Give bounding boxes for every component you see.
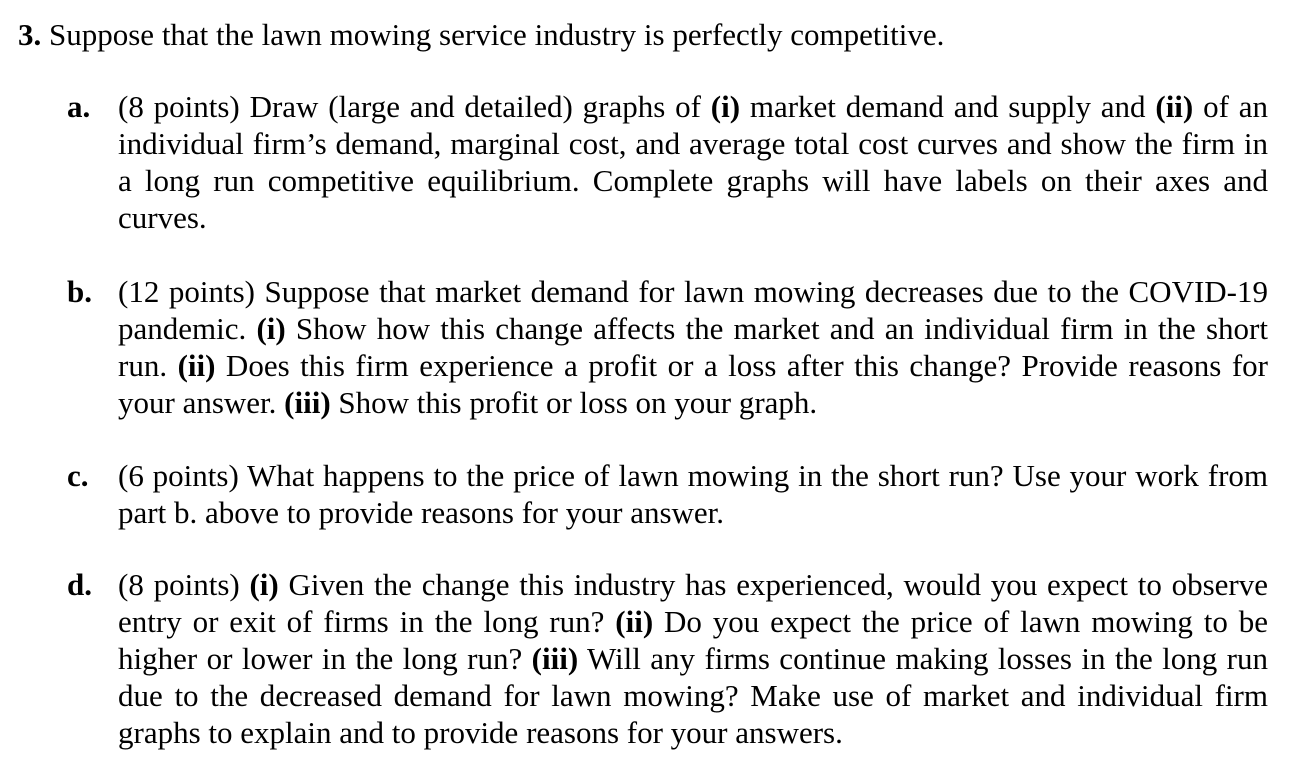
question-number: 3. <box>18 17 42 52</box>
text-segment: Does this firm experience a profit or a … <box>118 348 1268 420</box>
subpart-marker: (i) <box>256 311 286 346</box>
subpart-marker: (i) <box>249 567 279 602</box>
part-text: (8 points) (i) Given the change this ind… <box>118 566 1268 751</box>
text-segment: Given the change this industry has exper… <box>118 567 1269 639</box>
text-segment: (8 points) Draw (large and detailed) gra… <box>118 89 711 124</box>
subpart-marker: (iii) <box>531 641 579 676</box>
subpart-marker: (ii) <box>177 348 216 383</box>
text-segment: (12 points) Suppose that market demand f… <box>118 274 1268 346</box>
question-heading: 3. Suppose that the lawn mowing service … <box>18 14 944 56</box>
part-letter: b. <box>67 274 92 309</box>
text-segment: market demand and supply and <box>740 89 1156 124</box>
part-text: (8 points) Draw (large and detailed) gra… <box>118 88 1268 236</box>
subpart-marker: (ii) <box>615 604 654 639</box>
text-segment: Do you expect the price of lawn mowing t… <box>118 604 1268 676</box>
part-b: b. (12 points) Suppose that market deman… <box>67 273 1268 421</box>
part-letter: c. <box>67 458 89 493</box>
subpart-marker: (i) <box>710 89 741 124</box>
text-segment: Show how this change affects the market … <box>118 311 1268 383</box>
part-a: a. (8 points) Draw (large and detailed) … <box>67 88 1268 236</box>
subpart-marker: (ii) <box>1155 89 1194 124</box>
text-segment: Will any firms continue making losses in… <box>118 641 1268 750</box>
subpart-marker: (iii) <box>284 385 331 420</box>
text-segment: Show this profit or loss on your graph. <box>330 385 818 420</box>
text-segment: (8 points) <box>118 567 250 602</box>
part-text: (12 points) Suppose that market demand f… <box>118 273 1268 421</box>
part-d: d. (8 points) (i) Given the change this … <box>67 566 1268 751</box>
part-text: (6 points) What happens to the price of … <box>118 457 1268 531</box>
part-letter: d. <box>67 567 92 602</box>
text-segment: of an individual firm’s demand, marginal… <box>118 89 1268 235</box>
part-c: c. (6 points) What happens to the price … <box>67 457 1268 531</box>
text-segment: (6 points) What happens to the price of … <box>118 458 1268 530</box>
question-text: Suppose that the lawn mowing service ind… <box>41 17 945 52</box>
part-letter: a. <box>67 89 91 124</box>
